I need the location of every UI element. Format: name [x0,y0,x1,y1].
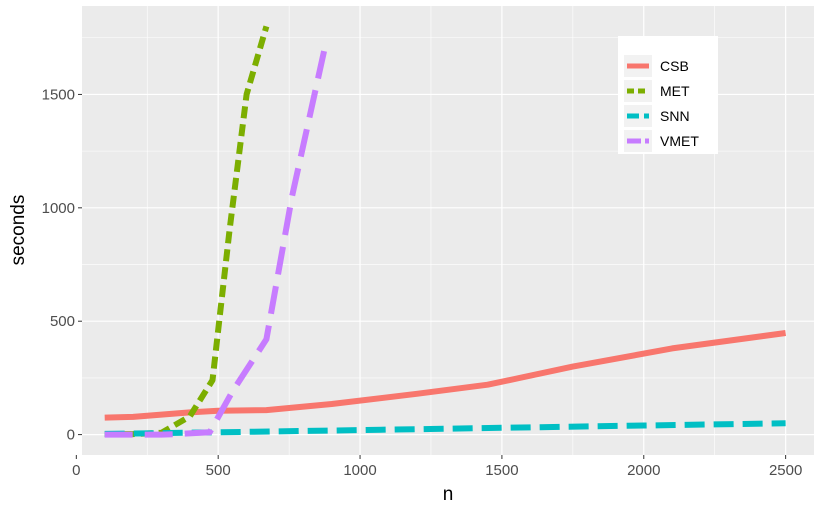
y-tick-label: 500 [50,313,75,330]
x-tick-label: 2500 [769,462,802,479]
series-line-vmet [104,41,329,438]
y-tick-label: 1000 [42,200,75,217]
y-axis-title: seconds [8,195,29,266]
series-line-csb [104,330,787,421]
x-tick-label: 0 [72,462,80,479]
axis-ticks [75,93,787,459]
legend-label-csb: CSB [660,58,689,74]
legend-label-snn: SNN [660,108,690,124]
x-tick-label: 1000 [343,462,376,479]
y-tick-labels: 0 500 1000 1500 [42,86,75,443]
x-tick-label: 500 [206,462,231,479]
legend-label-vmet: VMET [660,133,699,149]
x-tick-label: 2000 [627,462,660,479]
y-tick-label: 1500 [42,86,75,103]
x-axis-title: n [443,484,454,505]
series-line-met [104,25,270,438]
legend-label-met: MET [660,83,690,99]
series-layer [104,25,787,438]
legend: CSB MET SNN VMET [618,36,718,154]
y-tick-label: 0 [67,427,75,444]
x-tick-label: 1500 [485,462,518,479]
x-tick-labels: 0 500 1000 1500 2000 2500 [72,462,802,479]
